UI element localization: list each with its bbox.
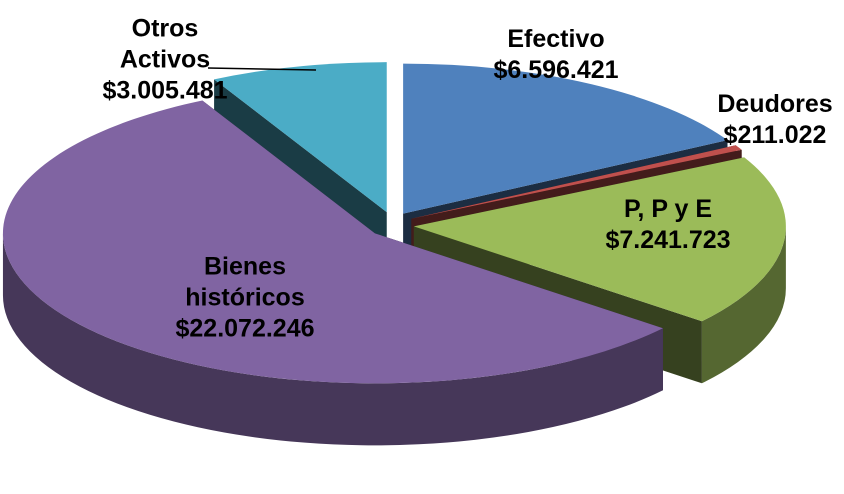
value-label: $211.022	[723, 121, 827, 149]
value-label: $6.596.421	[493, 56, 619, 84]
slice-side	[2, 233, 663, 446]
pie-slice	[413, 157, 786, 322]
slice-label: Deudores $211.022	[705, 89, 844, 151]
pie-slice	[403, 63, 728, 214]
value-label: $22.072.246	[175, 314, 315, 343]
category-name: Otros Activos	[119, 14, 211, 74]
category-name: Efectivo	[507, 25, 605, 53]
category-name: Deudores	[717, 90, 833, 118]
leader-line	[207, 67, 317, 71]
pie-slice	[2, 100, 663, 384]
pie-slice	[411, 145, 742, 219]
pie-slice	[214, 62, 387, 213]
value-label: $7.241.723	[605, 226, 731, 254]
slice-label: P, P y E $7.241.723	[583, 194, 753, 256]
value-label: $3.005.481	[102, 76, 228, 105]
category-name: Bienes históricos	[185, 252, 305, 312]
slice-label: Efectivo $6.596.421	[466, 24, 646, 86]
slice-side	[701, 226, 786, 384]
category-name: P, P y E	[623, 195, 713, 223]
slice-label: Otros Activos $3.005.481	[95, 14, 235, 107]
slice-label: Bienes históricos $22.072.246	[150, 252, 340, 345]
